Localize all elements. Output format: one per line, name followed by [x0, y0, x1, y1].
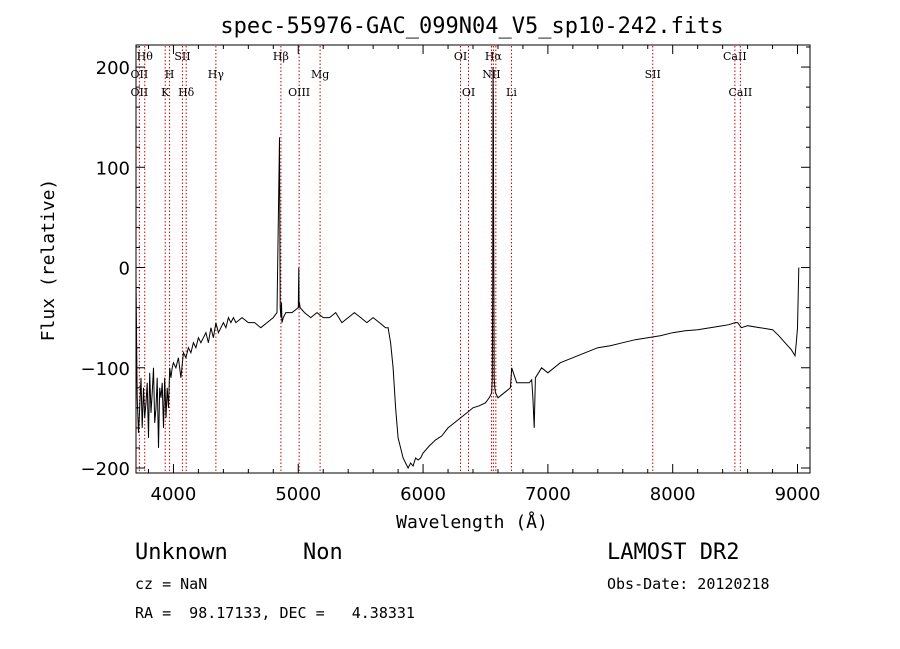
x-tick-label: 9000	[775, 484, 821, 505]
y-axis-ticks: −200 −100 0 100 200	[81, 46, 810, 480]
line-marker-label: H	[165, 68, 175, 81]
obs-date-text: Obs-Date: 20120218	[607, 575, 770, 593]
line-marker-label: OIII	[288, 86, 310, 99]
x-axis-label: Wavelength (Å)	[396, 511, 548, 533]
x-tick-label: 8000	[650, 484, 696, 505]
line-marker-label: K	[161, 86, 170, 99]
line-marker-label: Mg	[311, 68, 329, 81]
plot-frame	[135, 44, 811, 474]
y-axis-label: Flux (relative)	[38, 179, 59, 342]
y-tick-label: −100	[81, 359, 130, 380]
line-marker-label: NII	[482, 68, 500, 81]
x-tick-label: 5000	[275, 484, 321, 505]
y-tick-label: −200	[81, 459, 130, 480]
x-tick-label: 4000	[151, 484, 197, 505]
line-marker-label: Li	[506, 86, 517, 99]
line-marker-label: OII	[131, 68, 149, 81]
line-marker-label: Hβ	[273, 50, 289, 63]
spectrum-series-line	[135, 67, 800, 470]
redshift-text: cz = NaN	[135, 575, 207, 593]
coordinates-text: RA = 98.17133, DEC = 4.38331	[135, 604, 415, 622]
line-marker-label: OI	[454, 50, 467, 63]
subclass-label: Non	[303, 540, 343, 565]
x-tick-label: 6000	[400, 484, 446, 505]
line-marker-label: OII	[131, 86, 149, 99]
line-marker-label: SII	[645, 68, 661, 81]
chart-title: spec-55976-GAC_099N04_V5_sp10-242.fits	[220, 14, 723, 39]
line-marker-label: CaII	[723, 50, 747, 63]
x-axis-ticks: 4000 5000 6000 7000 8000 9000	[147, 45, 821, 505]
y-tick-label: 200	[96, 58, 130, 79]
y-tick-label: 0	[119, 259, 130, 280]
survey-label: LAMOST DR2	[607, 540, 739, 565]
y-tick-label: 100	[96, 158, 130, 179]
line-marker-label: Hθ	[137, 50, 154, 63]
line-marker-label: OI	[462, 86, 475, 99]
line-marker-label: CaII	[729, 86, 753, 99]
line-marker-label: Hα	[485, 50, 503, 63]
x-tick-label: 7000	[525, 484, 571, 505]
line-marker-label: Hδ	[178, 86, 195, 99]
line-marker-label: Hγ	[208, 68, 225, 81]
class-label: Unknown	[135, 540, 228, 565]
line-marker-label: SII	[174, 50, 190, 63]
